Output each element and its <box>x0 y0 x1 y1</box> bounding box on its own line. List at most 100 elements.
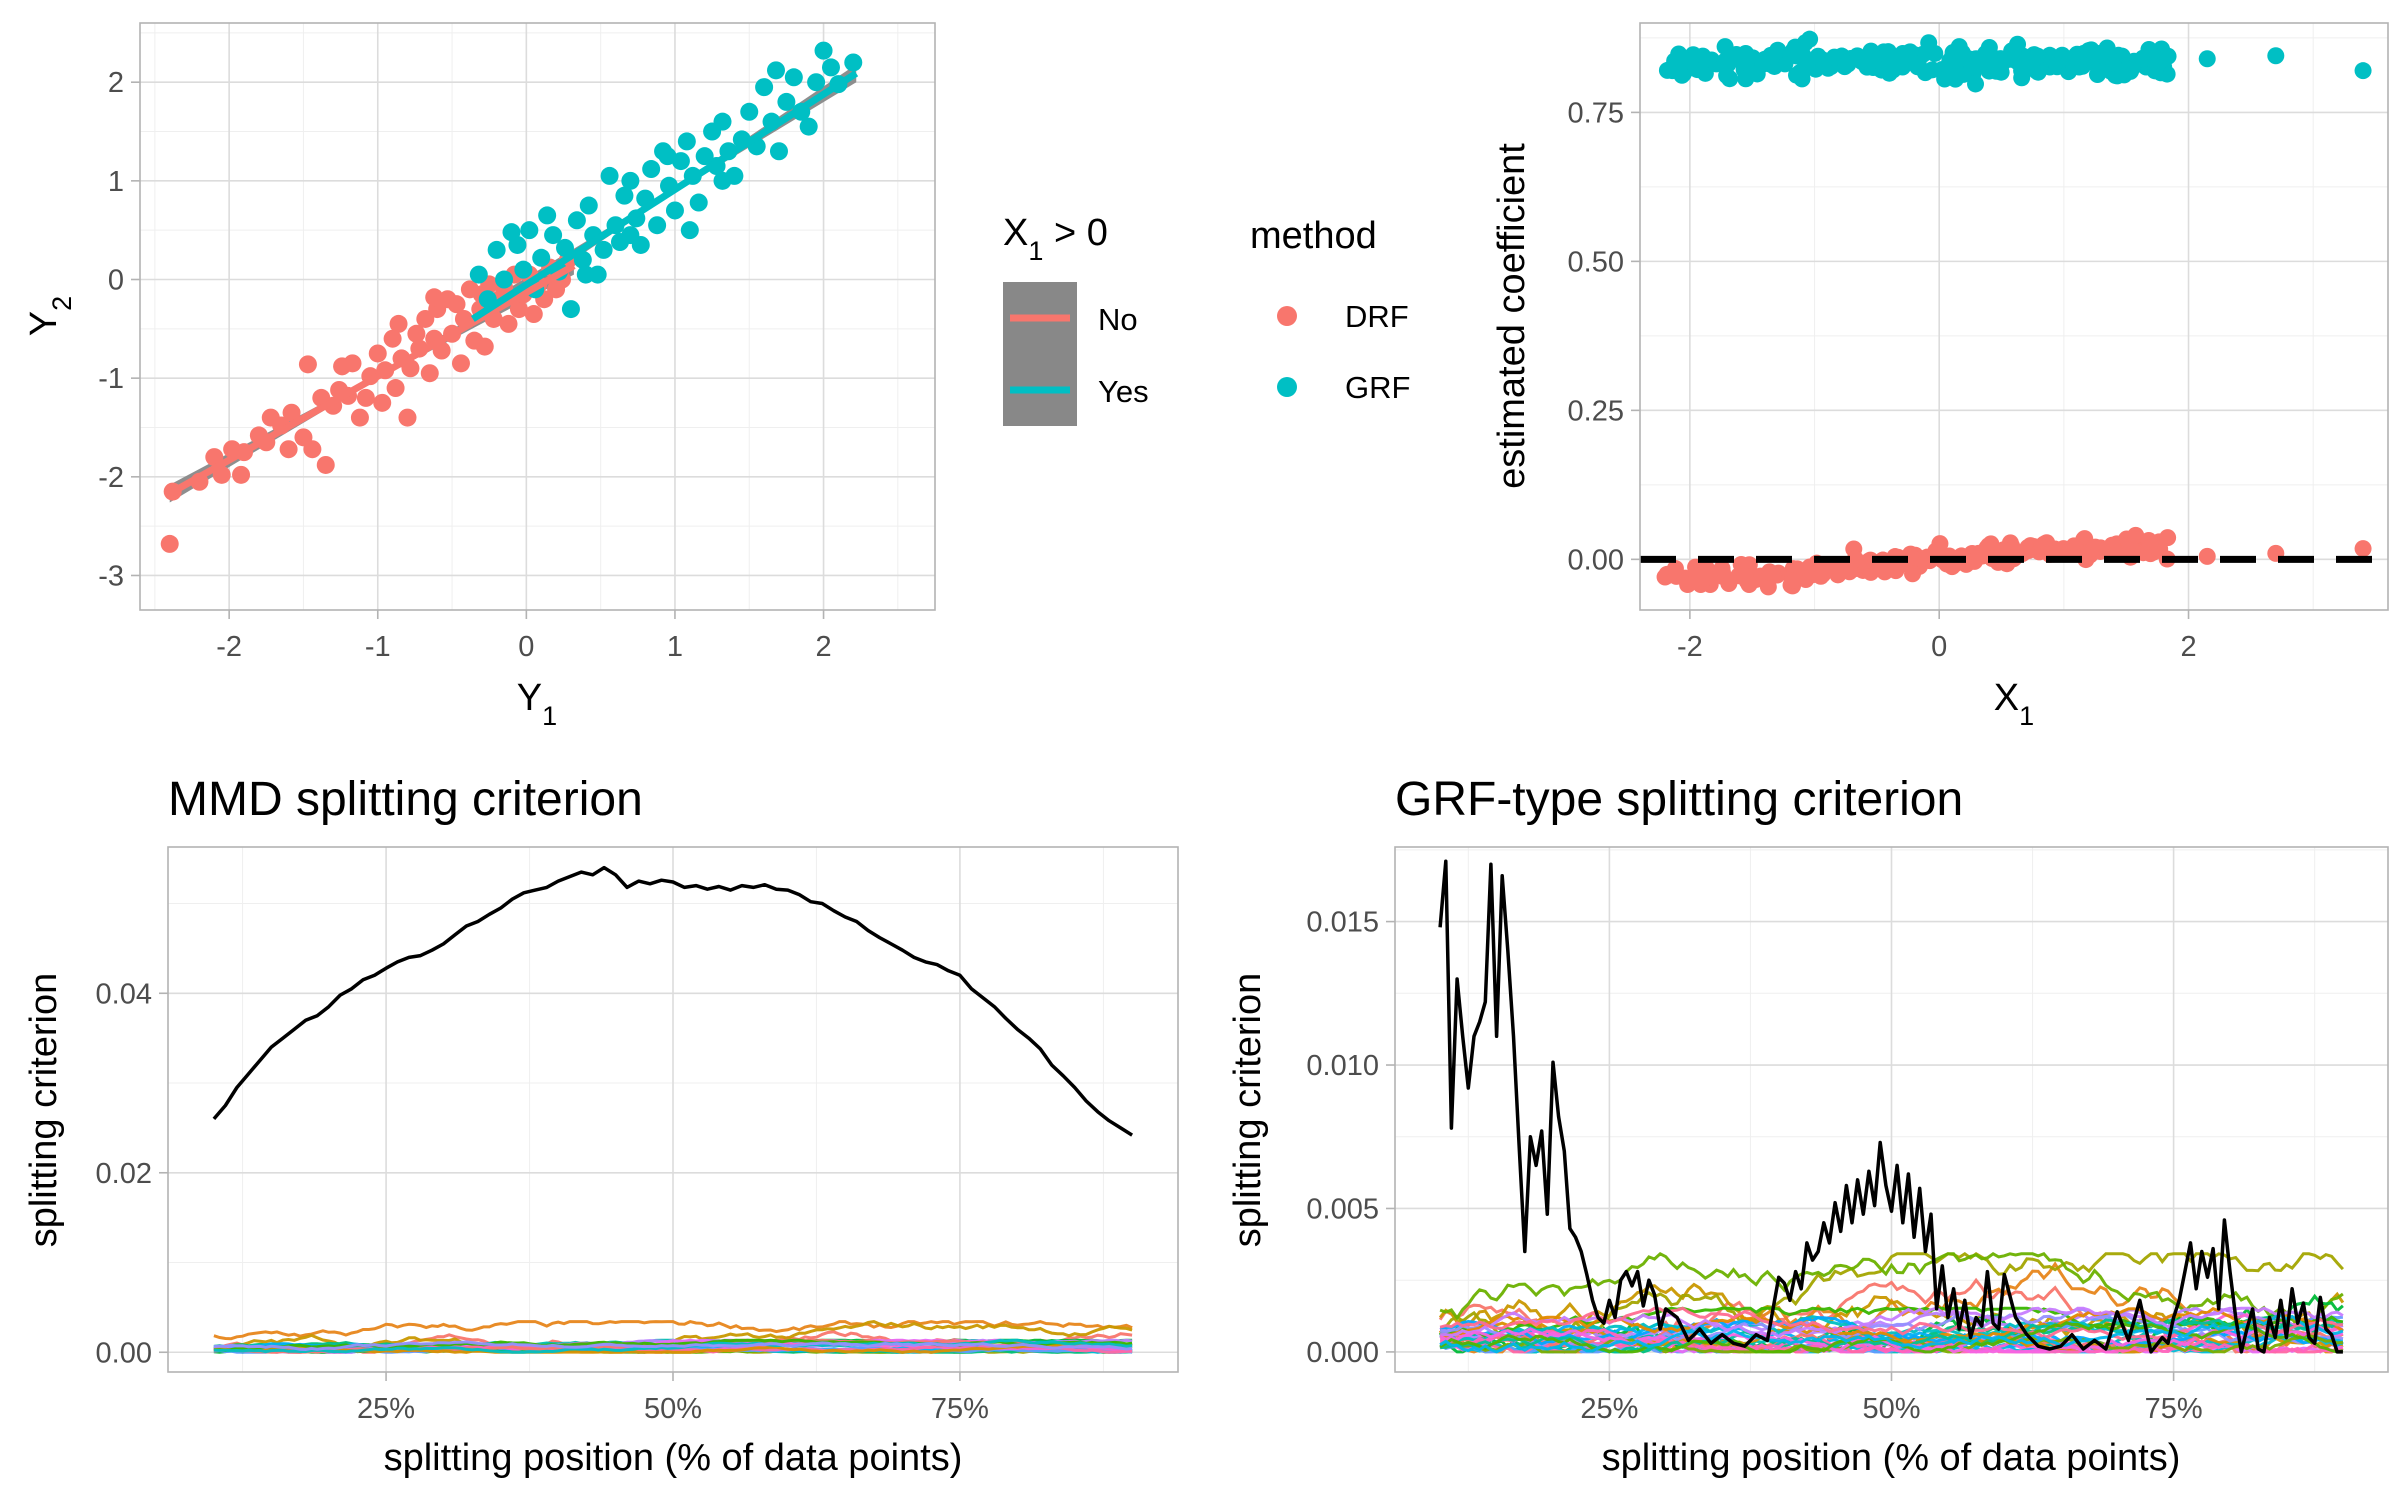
point-no <box>356 388 375 407</box>
point-grf <box>2146 62 2164 80</box>
point-no <box>420 364 439 383</box>
mmd-y-axis-title: splitting criterion <box>23 973 65 1248</box>
point-yes <box>555 238 574 257</box>
point-no <box>475 337 494 356</box>
point-no <box>447 295 466 314</box>
scatter-legend-label-no: No <box>1098 302 1138 337</box>
coefficient-x-axis-title: X1 <box>1994 677 2034 731</box>
scatter-legend: X1 > 0 No Yes <box>1003 212 1149 426</box>
point-yes <box>642 160 661 179</box>
point-grf <box>2354 62 2372 80</box>
point-drf <box>1736 567 1754 585</box>
point-yes <box>576 265 595 284</box>
y-tick-label: 1 <box>108 166 124 198</box>
y-tick-label: -1 <box>98 363 124 395</box>
criterion-line-main-variable <box>1438 859 2343 1354</box>
y-tick-label: -2 <box>98 462 124 494</box>
point-yes <box>665 201 684 220</box>
x-tick-label: 0 <box>518 631 534 663</box>
mmd-panel-title: MMD splitting criterion <box>168 773 643 826</box>
method-legend-title: method <box>1250 215 1377 257</box>
point-yes <box>814 41 833 60</box>
y-tick-label: 0.04 <box>96 978 152 1010</box>
point-yes <box>514 260 533 279</box>
scatter-panel: -2 -1 0 1 2 -3 -2 -1 0 1 2 Y1 Y2 <box>23 22 936 731</box>
criterion-line-other-variable <box>1439 1314 2344 1354</box>
scatter-legend-title: X1 > 0 <box>1003 212 1108 266</box>
point-yes <box>689 193 708 212</box>
point-grf <box>2104 54 2122 72</box>
point-yes <box>658 147 677 166</box>
point-drf <box>1688 568 1706 586</box>
point-no <box>389 314 408 333</box>
point-no <box>298 355 317 374</box>
scatter-legend-key-no <box>1003 282 1077 354</box>
point-no <box>279 440 298 459</box>
point-yes <box>615 186 634 205</box>
y-tick-label: 0.010 <box>1306 1050 1379 1082</box>
x-tick-label: 2 <box>815 631 831 663</box>
grf-y-axis-title: splitting criterion <box>1227 973 1269 1248</box>
point-yes <box>579 196 598 215</box>
point-yes <box>695 147 714 166</box>
point-grf <box>2137 50 2155 68</box>
point-no <box>407 324 426 343</box>
point-drf <box>1713 559 1731 577</box>
point-no <box>368 344 387 363</box>
x-tick-label: -2 <box>1677 631 1703 663</box>
x-tick-label: -1 <box>365 631 391 663</box>
point-yes <box>469 265 488 284</box>
y-tick-label: 0.00 <box>1568 544 1624 576</box>
coefficient-panel-border <box>1639 22 2389 611</box>
point-grf <box>1825 48 1843 66</box>
point-yes <box>594 240 613 259</box>
point-yes <box>807 73 826 92</box>
point-drf <box>1840 563 1858 581</box>
scatter-legend-label-yes: Yes <box>1098 374 1149 409</box>
criterion-line-other-variable <box>1440 1306 2344 1339</box>
x-tick-label: 0 <box>1931 631 1947 663</box>
method-legend-key-drf <box>1277 306 1297 326</box>
point-yes <box>600 166 619 185</box>
point-yes <box>677 132 696 151</box>
x-tick-label: 25% <box>1580 1393 1638 1425</box>
point-grf <box>1860 48 1878 66</box>
y-tick-label: 2 <box>108 67 124 99</box>
point-drf <box>1783 572 1801 590</box>
y-tick-label: 0.50 <box>1568 246 1624 278</box>
point-yes <box>680 221 699 240</box>
point-yes <box>487 240 506 259</box>
point-no <box>232 465 251 484</box>
point-drf <box>2121 539 2139 557</box>
method-legend-key-grf <box>1277 377 1297 397</box>
point-grf <box>2198 50 2216 68</box>
point-grf <box>1737 44 1755 62</box>
point-no <box>509 300 528 319</box>
point-grf <box>2029 47 2047 65</box>
fit-line-yes <box>470 70 859 322</box>
point-grf <box>1753 55 1771 73</box>
coefficient-y-axis-title: estimated coefficient <box>1491 143 1533 489</box>
point-no <box>425 288 444 307</box>
point-no <box>373 393 392 412</box>
point-drf <box>1904 550 1922 568</box>
y-tick-label: 0.25 <box>1568 395 1624 427</box>
point-grf <box>2004 41 2022 59</box>
point-grf <box>1679 53 1697 71</box>
point-grf <box>1881 54 1899 72</box>
coefficient-panel-background <box>1640 23 2388 610</box>
point-yes <box>755 78 774 97</box>
y-tick-label: 0.02 <box>96 1158 152 1190</box>
point-no <box>416 309 435 328</box>
criterion-line-other-variable <box>1439 1307 2344 1346</box>
point-drf <box>2032 538 2050 556</box>
point-yes <box>544 226 563 245</box>
point-grf <box>1796 34 1814 52</box>
point-grf <box>1980 62 1998 80</box>
point-drf <box>1904 565 1922 583</box>
point-yes <box>621 171 640 190</box>
point-yes <box>495 270 514 289</box>
y-tick-label: 0.015 <box>1306 907 1379 939</box>
mmd-panel: MMD splitting criterion 25% 50% 75% 0.00 0.0… <box>23 773 1179 1479</box>
x-tick-label: 2 <box>2180 631 2196 663</box>
